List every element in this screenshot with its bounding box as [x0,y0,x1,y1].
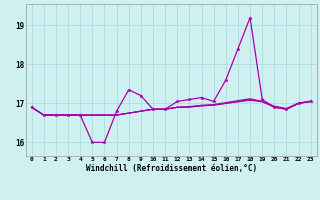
X-axis label: Windchill (Refroidissement éolien,°C): Windchill (Refroidissement éolien,°C) [86,164,257,173]
